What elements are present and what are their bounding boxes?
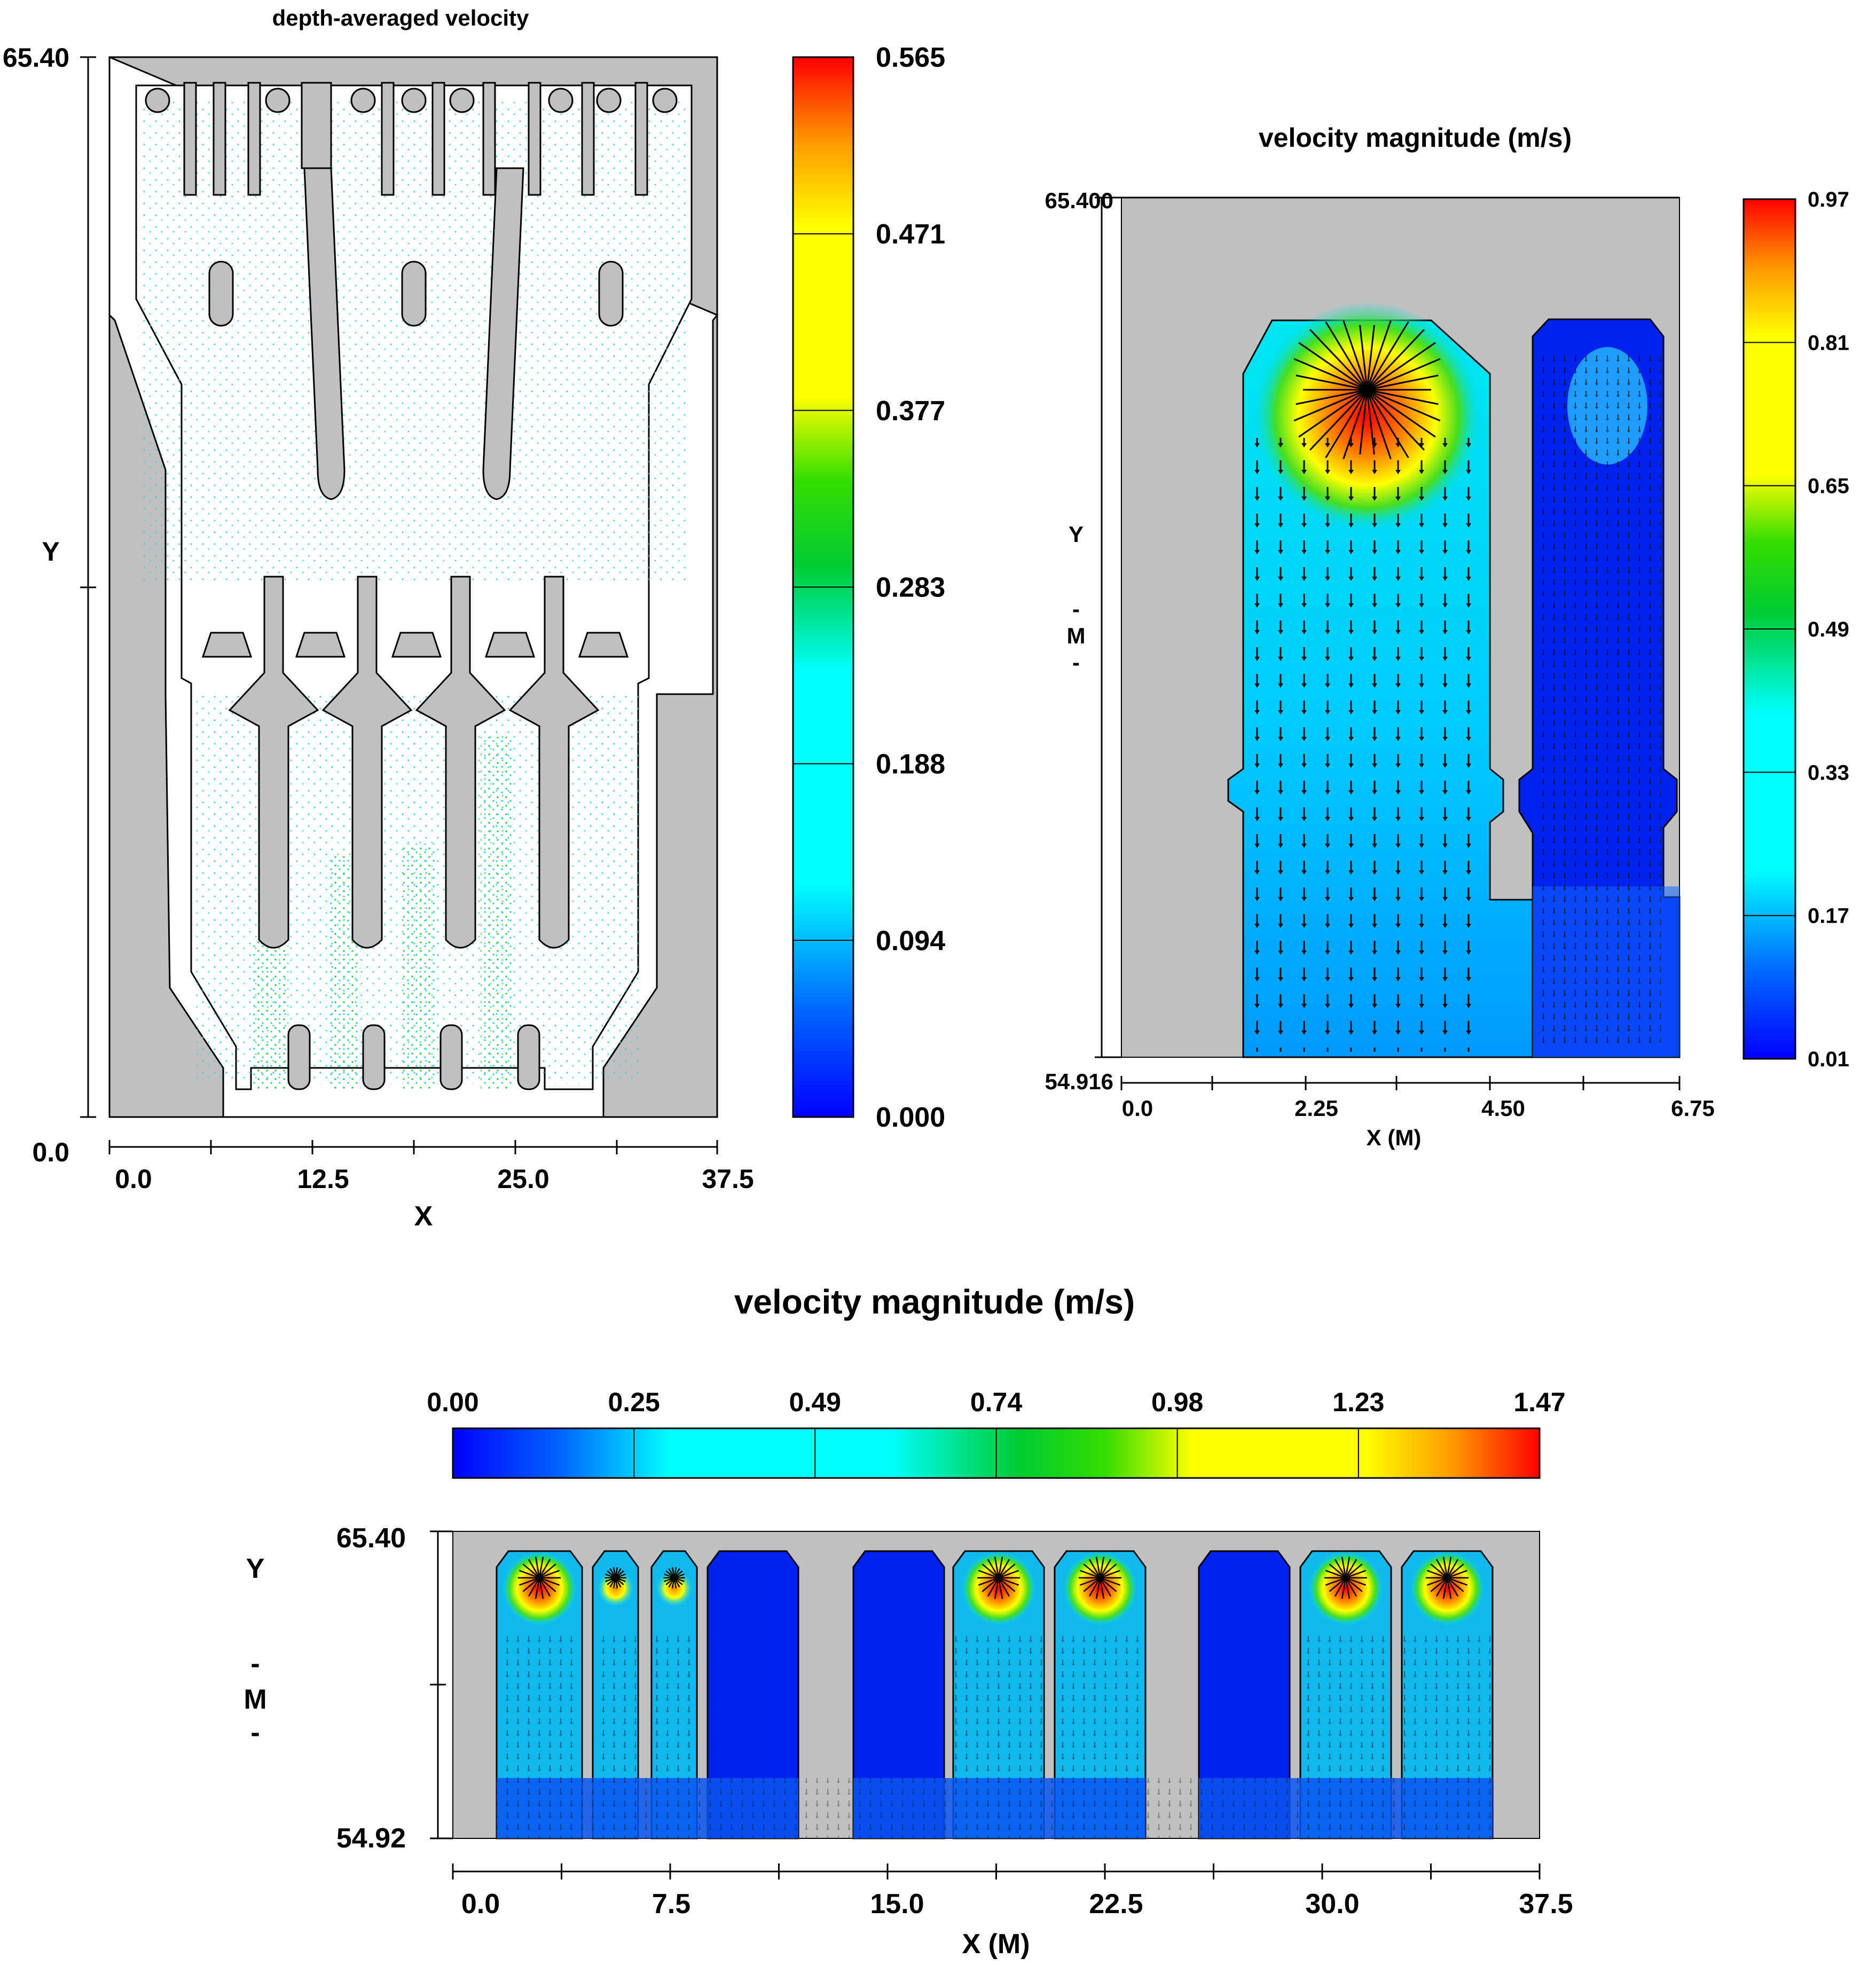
y-tick-label: 65.40 [3, 43, 69, 73]
y-unit-label: M [244, 1684, 266, 1715]
x-tick-label: 0.0 [461, 1889, 500, 1920]
colorbar-tick-label: 1.47 [1513, 1387, 1565, 1417]
velocity-magnitude-zoom-panel: velocity magnitude (m/s) 65.400 54.916 Y… [1045, 123, 1849, 1150]
y-unit-label: M [1067, 623, 1086, 648]
radial-vectors [1293, 320, 1441, 460]
high-velocity-zone [502, 1551, 577, 1626]
x-axis-label: X (M) [1367, 1125, 1422, 1150]
y-unit-dash: - [250, 1648, 260, 1679]
colorbar-tick-label: 0.98 [1151, 1387, 1203, 1417]
y-axis-label: Y [42, 537, 59, 567]
chart-title: velocity magnitude (m/s) [1259, 123, 1572, 153]
x-axis-label: X (M) [962, 1929, 1030, 1960]
y-unit-dash: - [1072, 596, 1080, 622]
x-tick-label: 6.75 [1671, 1096, 1715, 1121]
colorbar-tick-label: 0.25 [608, 1387, 660, 1417]
velocity-vectors [1247, 438, 1487, 1052]
colorbar-tick-label: 0.49 [789, 1387, 841, 1417]
x-tick-label: 0.0 [115, 1164, 152, 1194]
colorbar-tick-label: 0.188 [876, 749, 945, 780]
chart-title: velocity magnitude (m/s) [734, 1283, 1135, 1321]
y-axis-label: Y [1069, 522, 1084, 547]
lower-baffles [201, 576, 629, 1090]
colorbar-tick-label: 0.01 [1808, 1048, 1849, 1071]
upper-vector-field [139, 101, 689, 582]
y-tick-label: 54.916 [1045, 1069, 1113, 1094]
colorbar-tick-label: 0.000 [876, 1102, 945, 1133]
x-tick-label: 7.5 [652, 1889, 690, 1920]
colorbar-tick-label: 0.97 [1808, 188, 1849, 211]
colorbar-tick-label: 0.33 [1808, 761, 1849, 784]
chart-title: depth-averaged velocity [272, 5, 529, 30]
jet-3 [403, 844, 435, 1089]
x-tick-label: 25.0 [497, 1164, 549, 1194]
jet-4 [481, 737, 513, 1089]
colorbar-tick-label: 0.17 [1808, 905, 1849, 928]
colorbar-tick-label: 0.65 [1808, 475, 1849, 498]
jet-1 [251, 940, 288, 1089]
x-tick-label: 37.5 [1519, 1889, 1573, 1920]
depth-averaged-velocity-panel: depth-averaged velocity [3, 5, 945, 1232]
y-tick-label: 65.400 [1045, 188, 1113, 213]
colorbar-tick-label: 0.377 [876, 396, 945, 427]
y-tick-label: 54.92 [336, 1823, 406, 1854]
colorbar-tick-label: 0.283 [876, 572, 945, 603]
colorbar-tick-label: 0.565 [876, 42, 945, 73]
y-tick-label: 0.0 [32, 1137, 69, 1167]
velocity-magnitude-full-panel: velocity magnitude (m/s) 0.00 0.25 0.49 0.7… [244, 1283, 1573, 1960]
high-velocity-zone [655, 1570, 693, 1607]
y-axis-label: Y [246, 1553, 265, 1584]
velocity-vectors-right [1538, 352, 1661, 1047]
high-velocity-zone [1063, 1551, 1137, 1626]
x-tick-label: 30.0 [1305, 1889, 1359, 1920]
x-tick-label: 4.50 [1481, 1096, 1525, 1121]
x-tick-label: 12.5 [297, 1164, 349, 1194]
colorbar-tick-label: 0.74 [970, 1387, 1023, 1417]
high-velocity-zone [1410, 1551, 1485, 1626]
x-tick-label: 15.0 [870, 1889, 924, 1920]
top-pillars [145, 82, 678, 500]
chambers [496, 1550, 1494, 1839]
high-velocity-zone [596, 1570, 634, 1607]
x-tick-label: 37.5 [702, 1164, 753, 1194]
y-unit-dash: - [1072, 650, 1080, 675]
high-velocity-zone [961, 1551, 1036, 1626]
y-tick-label: 65.40 [336, 1523, 406, 1554]
x-axis-label: X [414, 1201, 433, 1232]
colorbar-tick-label: 0.471 [876, 219, 945, 250]
y-unit-dash: - [250, 1717, 260, 1748]
x-tick-label: 2.25 [1294, 1096, 1338, 1121]
x-tick-label: 0.0 [1122, 1096, 1153, 1121]
colorbar-tick-label: 0.094 [876, 925, 945, 956]
high-velocity-zone [1308, 1551, 1383, 1626]
x-tick-label: 22.5 [1089, 1889, 1143, 1920]
colorbar-tick-label: 1.23 [1332, 1387, 1384, 1417]
colorbar-tick-label: 0.00 [427, 1387, 478, 1417]
colorbar-tick-label: 0.49 [1808, 618, 1849, 641]
colorbar-tick-label: 0.81 [1808, 331, 1849, 355]
